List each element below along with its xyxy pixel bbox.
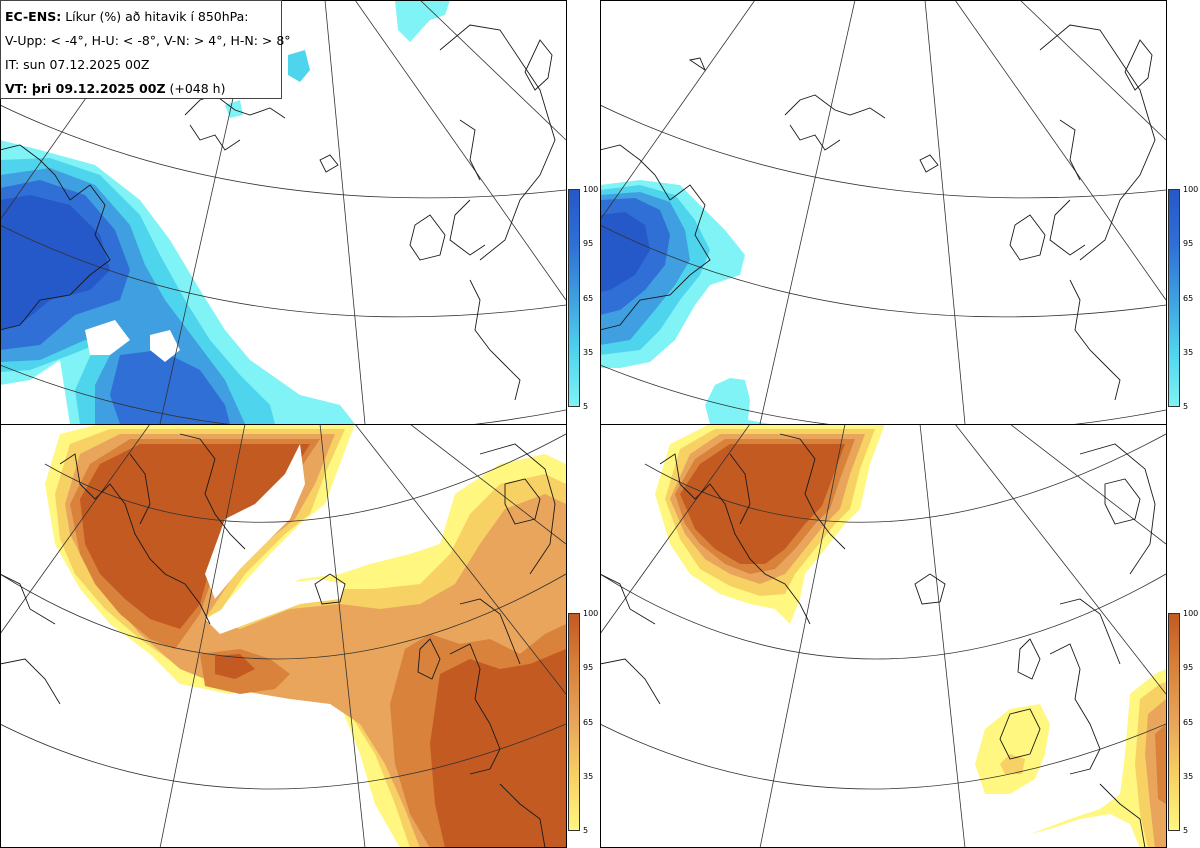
colorbar-tick: 95 <box>1183 663 1194 672</box>
prob-5-ireland <box>975 704 1050 794</box>
category-definitions: V-Upp: < -4°, H-U: < -8°, V-N: > 4°, H-N… <box>5 33 291 48</box>
title-line-1: EC-ENS: Líkur (%) að hitavik í 850hPa: <box>5 5 277 29</box>
prob-95-east <box>1155 724 1166 804</box>
white-hole <box>85 320 130 355</box>
coastlines <box>600 24 1156 401</box>
probability-shading <box>655 424 1166 848</box>
colorbar-tick: 5 <box>1183 826 1189 835</box>
probability-shading <box>45 424 566 848</box>
white-gap-greenland <box>205 444 305 599</box>
prob-100 <box>0 195 110 330</box>
graticule <box>0 424 566 848</box>
white-hole2 <box>150 330 180 362</box>
map-panel-warm-strong <box>600 424 1166 848</box>
prob-5-east <box>1030 669 1166 848</box>
prob-100 <box>600 212 650 292</box>
colorbar-tick: 100 <box>583 185 599 194</box>
lead-time: (+048 h) <box>169 81 226 96</box>
map-canvas <box>0 424 566 848</box>
colorbar-tick: 35 <box>583 772 594 781</box>
prob-island-bottom <box>705 378 770 424</box>
colorbar-tick: 35 <box>1183 772 1194 781</box>
colorbar-cold-right: 100 95 65 35 5 <box>1168 185 1200 419</box>
prob-35-ireland <box>1000 754 1025 774</box>
prob-100b <box>430 649 566 848</box>
model-name: EC-ENS: <box>5 9 62 24</box>
colorbar-tick: 100 <box>1183 185 1199 194</box>
colorbar-tick: 35 <box>583 348 594 357</box>
probability-shading <box>0 0 450 424</box>
prob-island-top <box>395 0 450 42</box>
prob-95b <box>110 350 230 424</box>
map-canvas <box>600 0 1166 424</box>
colorbar-tick: 65 <box>1183 294 1194 303</box>
colorbar-tick: 5 <box>583 402 589 411</box>
prob-100 <box>80 444 310 629</box>
map-title-box: EC-ENS: Líkur (%) að hitavik í 850hPa: V… <box>0 0 291 101</box>
colorbar-gradient-cold <box>1168 189 1180 407</box>
graticule <box>600 0 1166 424</box>
map-panel-cold-weak <box>0 0 566 424</box>
colorbar-tick: 65 <box>583 718 594 727</box>
colorbar-tick: 95 <box>1183 239 1194 248</box>
title-description: Líkur (%) að hitavik í 850hPa: <box>65 9 249 24</box>
coastlines <box>600 433 1156 848</box>
initial-time: IT: sun 07.12.2025 00Z <box>5 57 150 72</box>
probability-shading <box>600 180 770 424</box>
map-canvas <box>0 0 566 424</box>
colorbar-warm: 100 95 65 35 5 <box>568 609 606 843</box>
colorbar-tick: 100 <box>583 609 599 618</box>
colorbar-tick: 65 <box>583 294 594 303</box>
map-canvas <box>600 424 1166 848</box>
prob-100 <box>680 444 845 564</box>
colorbar-gradient-warm <box>568 613 580 831</box>
colorbar-tick: 65 <box>1183 718 1194 727</box>
prob-island-top2 <box>288 50 310 82</box>
colorbar-gradient-warm <box>1168 613 1180 831</box>
prob-100c <box>215 654 255 679</box>
graticule <box>0 0 566 424</box>
valid-time: VT: þri 09.12.2025 00Z <box>5 81 166 96</box>
coastlines <box>0 433 556 848</box>
graticule <box>600 424 1166 848</box>
colorbar-tick: 5 <box>1183 402 1189 411</box>
colorbar-gradient-cold <box>568 189 580 407</box>
colorbar-cold: 100 95 65 35 5 <box>568 185 606 419</box>
colorbar-tick: 100 <box>1183 609 1199 618</box>
colorbar-tick: 95 <box>583 663 594 672</box>
title-line-4: VT: þri 09.12.2025 00Z (+048 h) <box>5 77 277 101</box>
colorbar-warm-right: 100 95 65 35 5 <box>1168 609 1200 843</box>
colorbar-tick: 35 <box>1183 348 1194 357</box>
colorbar-tick: 5 <box>583 826 589 835</box>
map-panel-cold-strong <box>600 0 1166 424</box>
coastlines <box>0 24 556 401</box>
colorbar-tick: 95 <box>583 239 594 248</box>
white-gap-iceland <box>205 579 345 634</box>
map-panel-warm-weak <box>0 424 566 848</box>
